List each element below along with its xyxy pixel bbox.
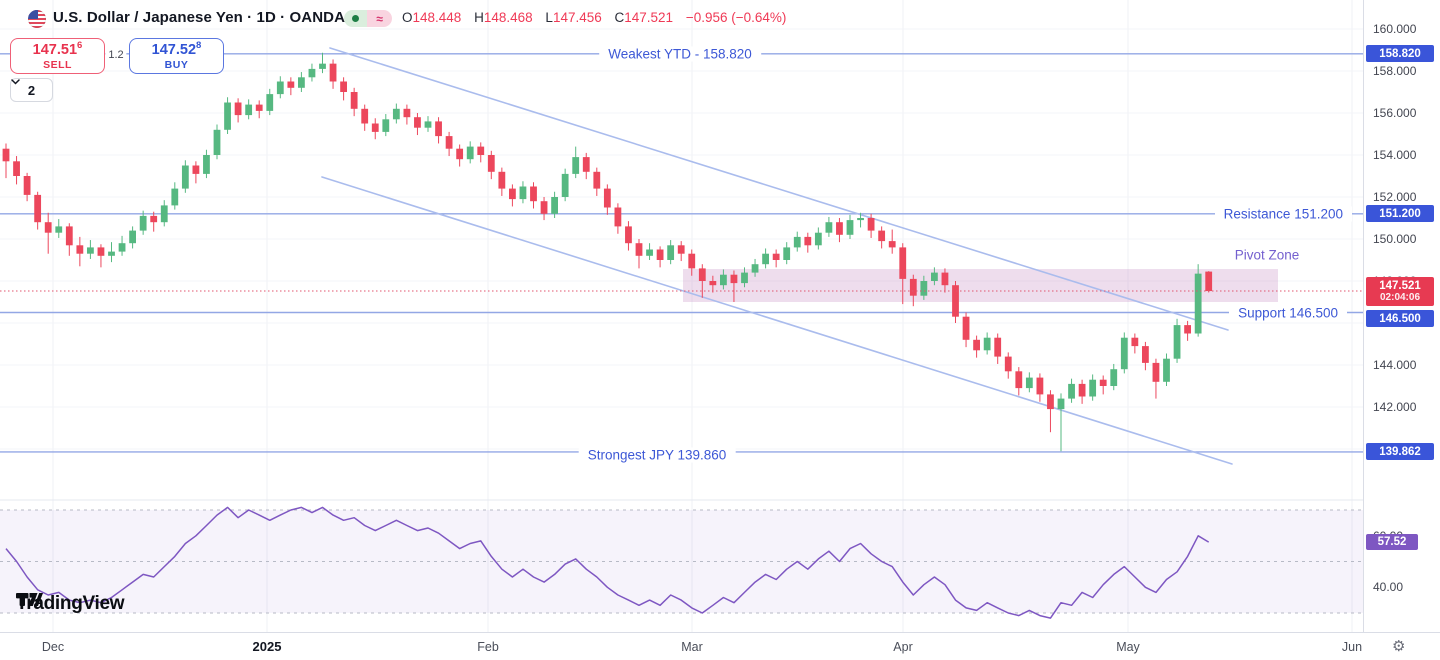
time-tick-label: Apr bbox=[893, 640, 913, 654]
price-tick-label: 156.000 bbox=[1373, 106, 1417, 120]
strongest-price-badge: 139.862 bbox=[1366, 443, 1434, 460]
spread-value: 1.2 bbox=[105, 48, 127, 62]
weakest-ytd-label[interactable]: Weakest YTD - 158.820 bbox=[599, 46, 761, 62]
high-value: 148.468 bbox=[483, 10, 533, 25]
price-tick-label: 150.000 bbox=[1373, 232, 1417, 246]
buy-label: BUY bbox=[164, 58, 189, 71]
close-label: C bbox=[614, 10, 625, 25]
resistance-price-badge: 151.200 bbox=[1366, 205, 1434, 222]
market-open-dot-icon bbox=[352, 15, 359, 22]
sell-price-sup: 6 bbox=[77, 40, 83, 52]
trendline-2 bbox=[321, 176, 1233, 465]
bar-countdown: 02:04:06 bbox=[1379, 292, 1421, 304]
support-label[interactable]: Support 146.500 bbox=[1229, 305, 1347, 321]
rsi-line bbox=[5, 506, 1210, 619]
market-open-indicator bbox=[344, 10, 367, 27]
price-tick-label: 144.000 bbox=[1373, 358, 1417, 372]
time-tick-label: May bbox=[1116, 640, 1140, 654]
time-tick-label: Jun bbox=[1341, 640, 1363, 654]
price-tick-label: 142.000 bbox=[1373, 400, 1417, 414]
rsi-tick-40: 40.00 bbox=[1373, 580, 1404, 594]
ohlc-readout: O148.448 H148.468 L147.456 C147.521 −0.9… bbox=[402, 10, 786, 25]
time-tick-label: Mar bbox=[681, 640, 703, 654]
sell-button[interactable]: 147.516 SELL bbox=[10, 38, 105, 74]
indicators-count: 2 bbox=[27, 82, 36, 98]
close-value: 147.521 bbox=[624, 10, 674, 25]
sell-price: 147.51 bbox=[32, 42, 78, 59]
indicators-collapse-chip[interactable]: 2 bbox=[10, 78, 53, 102]
delayed-data-icon: ≈ bbox=[367, 10, 392, 27]
time-tick-label: Feb bbox=[477, 640, 499, 654]
sell-label: SELL bbox=[43, 58, 72, 71]
symbol-title[interactable]: U.S. Dollar / Japanese Yen · 1D · OANDA bbox=[53, 9, 346, 26]
low-label: L bbox=[545, 10, 553, 25]
price-tick-label: 152.000 bbox=[1373, 190, 1417, 204]
time-tick-label: 2025 bbox=[252, 639, 282, 654]
chart-header: U.S. Dollar / Japanese Yen · 1D · OANDA … bbox=[0, 0, 1360, 36]
weakest-price-badge: 158.820 bbox=[1366, 45, 1434, 62]
buy-price: 147.52 bbox=[151, 42, 197, 59]
chevron-down-icon bbox=[11, 79, 20, 85]
open-label: O bbox=[402, 10, 413, 25]
tradingview-logo-text: TradingView bbox=[16, 593, 125, 614]
open-value: 148.448 bbox=[412, 10, 462, 25]
last-price-badge: 147.521 02:04:06 bbox=[1366, 277, 1434, 306]
tradingview-logo[interactable]: TradingView bbox=[16, 593, 125, 615]
rsi-value-badge: 57.52 bbox=[1366, 534, 1418, 550]
support-price-badge: 146.500 bbox=[1366, 310, 1434, 327]
price-tick-label: 154.000 bbox=[1373, 148, 1417, 162]
high-label: H bbox=[474, 10, 484, 25]
price-tick-label: 160.000 bbox=[1373, 22, 1417, 36]
low-value: 147.456 bbox=[552, 10, 602, 25]
strongest-jpy-label[interactable]: Strongest JPY 139.860 bbox=[578, 447, 736, 463]
time-axis[interactable]: Dec 2025 Feb Mar Apr May Jun ⚙ bbox=[0, 632, 1440, 660]
buy-button[interactable]: 147.528 BUY bbox=[129, 38, 224, 74]
pivot-zone-label[interactable]: Pivot Zone bbox=[1234, 247, 1300, 263]
market-status-toggle[interactable]: ≈ bbox=[344, 10, 392, 27]
change-value: −0.956 (−0.64%) bbox=[685, 10, 787, 25]
last-price-value: 147.521 bbox=[1379, 279, 1421, 292]
resistance-label[interactable]: Resistance 151.200 bbox=[1214, 206, 1352, 222]
price-axis[interactable]: 160.000 158.000 156.000 154.000 152.000 150.0… bbox=[1363, 0, 1440, 632]
trendline-1 bbox=[329, 47, 1229, 331]
buy-price-sup: 8 bbox=[196, 40, 202, 52]
tradingview-logo-icon bbox=[16, 593, 43, 606]
chart-canvas[interactable] bbox=[0, 0, 1363, 632]
us-flag-icon bbox=[28, 10, 46, 28]
time-tick-label: Dec bbox=[41, 640, 65, 654]
price-tick-label: 158.000 bbox=[1373, 64, 1417, 78]
axis-settings-gear-icon[interactable]: ⚙ bbox=[1392, 638, 1406, 655]
